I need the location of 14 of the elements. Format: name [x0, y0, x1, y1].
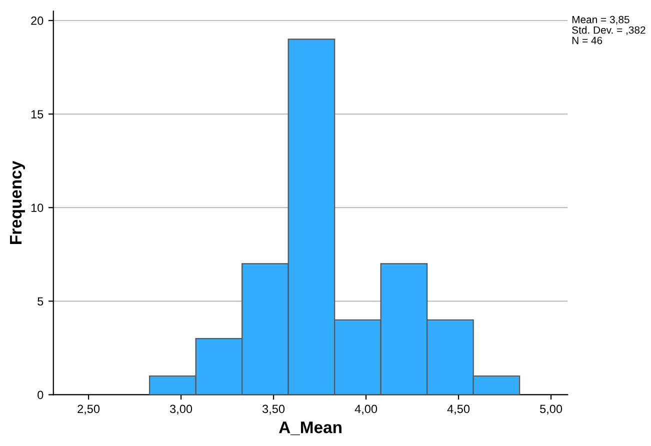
y-axis-title: Frequency	[10, 160, 25, 244]
y-tick-label: 5	[38, 297, 44, 306]
x-tick-label: 4,00	[354, 404, 378, 414]
y-tick-label: 0	[38, 390, 44, 400]
x-tick-label: 4,50	[447, 404, 470, 414]
y-tick-label: 20	[31, 16, 44, 25]
y-tick-label: 15	[31, 110, 44, 118]
x-tick-label: 5,00	[540, 404, 562, 414]
x-axis-title: A_Mean	[278, 422, 342, 436]
x-tick-label: 3,00	[170, 404, 192, 414]
text: Mean = 3,85 Std. Dev. = ,382 N = 46	[572, 16, 646, 44]
y-tick-label: 10	[31, 204, 44, 212]
x-tick-label: 2,50	[78, 404, 100, 414]
x-tick-label: 3,50	[262, 404, 285, 414]
